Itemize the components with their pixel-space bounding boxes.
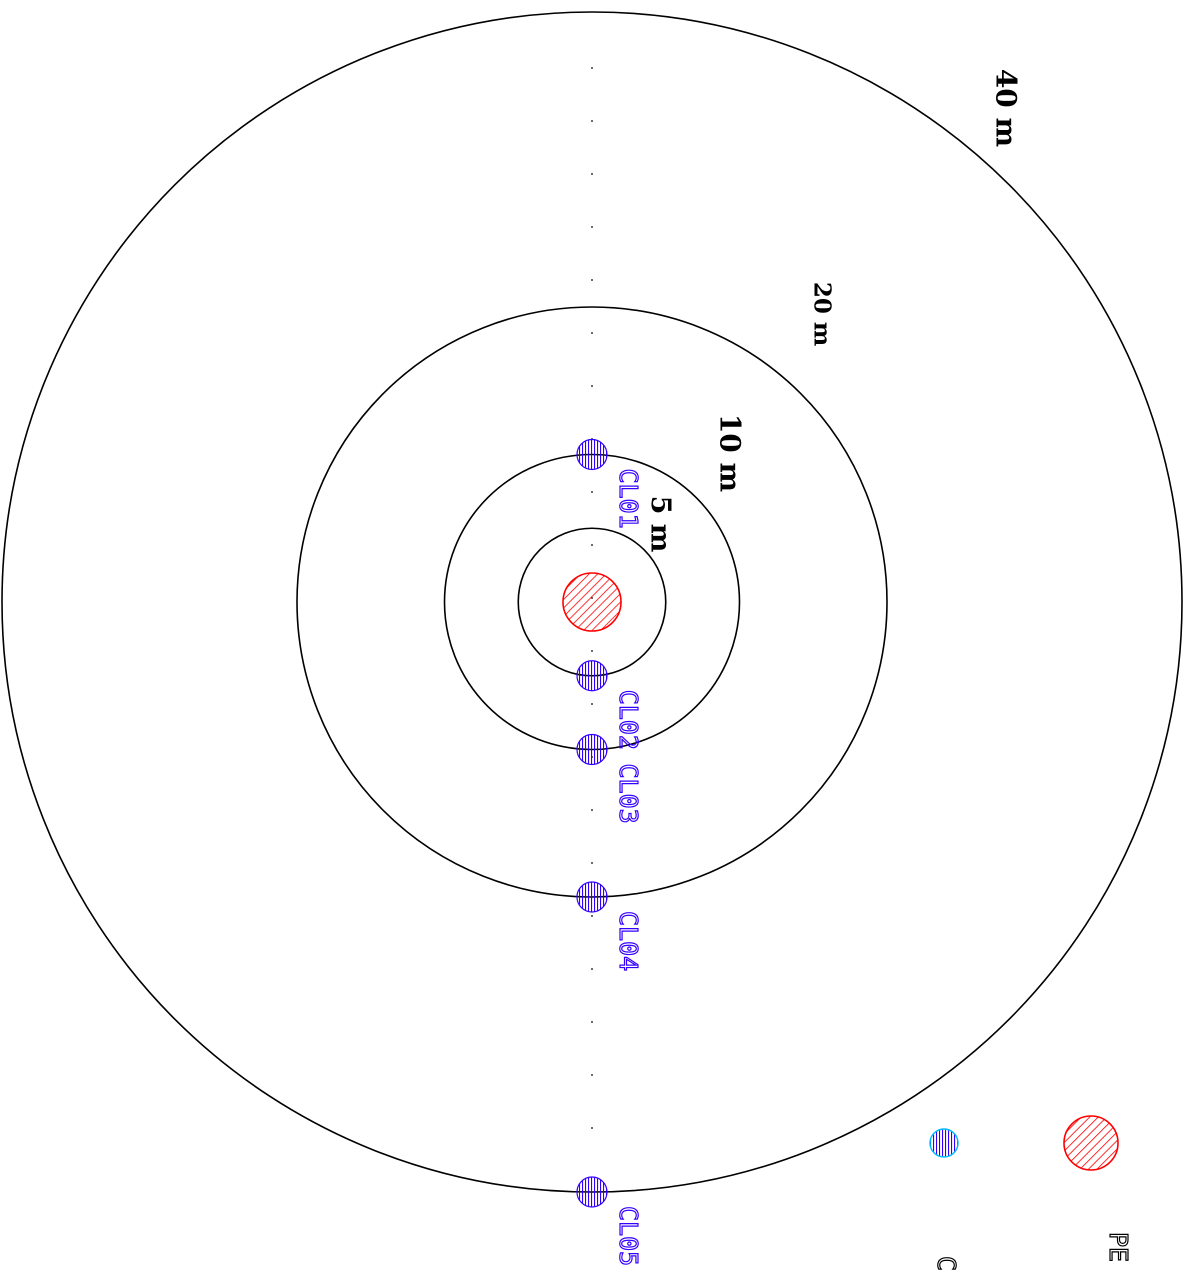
axis-dot — [591, 809, 593, 811]
axis-dot — [591, 173, 593, 175]
axis-dot — [591, 332, 593, 334]
source-pe-marker — [562, 572, 622, 632]
well-marker-cl04 — [576, 881, 608, 913]
axis-dot — [591, 226, 593, 228]
axis-dot — [591, 703, 593, 705]
legend-well-label: C — [932, 1256, 961, 1271]
well-marker-cl05 — [576, 1176, 608, 1208]
well-label-cl05: CL05 — [614, 1206, 643, 1266]
ring-label-40m: 40 m — [990, 69, 1023, 147]
ring-label-5m: 5 m — [645, 496, 676, 553]
axis-dot — [591, 67, 593, 69]
well-label-cl01: CL01 — [614, 469, 643, 529]
axis-dot — [591, 915, 593, 917]
well-label-cl03: CL03 — [614, 764, 643, 824]
well-marker-cl01 — [576, 438, 608, 471]
axis-dot — [591, 1127, 593, 1129]
well-label-cl02: CL02 — [614, 690, 643, 750]
legend-source-label: PE — [1104, 1232, 1133, 1262]
well-label-cl04: CL04 — [614, 911, 643, 971]
axis-dot — [591, 968, 593, 970]
axis-dot — [591, 279, 593, 281]
legend-source-swatch — [1063, 1115, 1119, 1171]
axis-dot — [591, 544, 593, 546]
axis-dot — [591, 862, 593, 864]
well-marker-cl02 — [576, 660, 608, 692]
ring-label-10m: 10 m — [714, 414, 747, 492]
axis-dot — [591, 1021, 593, 1023]
legend-well-swatch — [929, 1128, 959, 1158]
wells: CL01 CL02 CL03 CL04 CL05 — [576, 438, 644, 1267]
axis-dot — [591, 650, 593, 652]
legend: PE C — [929, 1115, 1134, 1272]
axis-dot — [591, 1074, 593, 1076]
ring-label-20m: 20 m — [809, 282, 836, 346]
axis-dot — [591, 120, 593, 122]
well-marker-cl03 — [576, 733, 608, 766]
axis-dot — [591, 491, 593, 493]
distance-ring-labels: 5 m 10 m 20 m 40 m — [645, 69, 1023, 553]
axis-dot — [591, 385, 593, 387]
